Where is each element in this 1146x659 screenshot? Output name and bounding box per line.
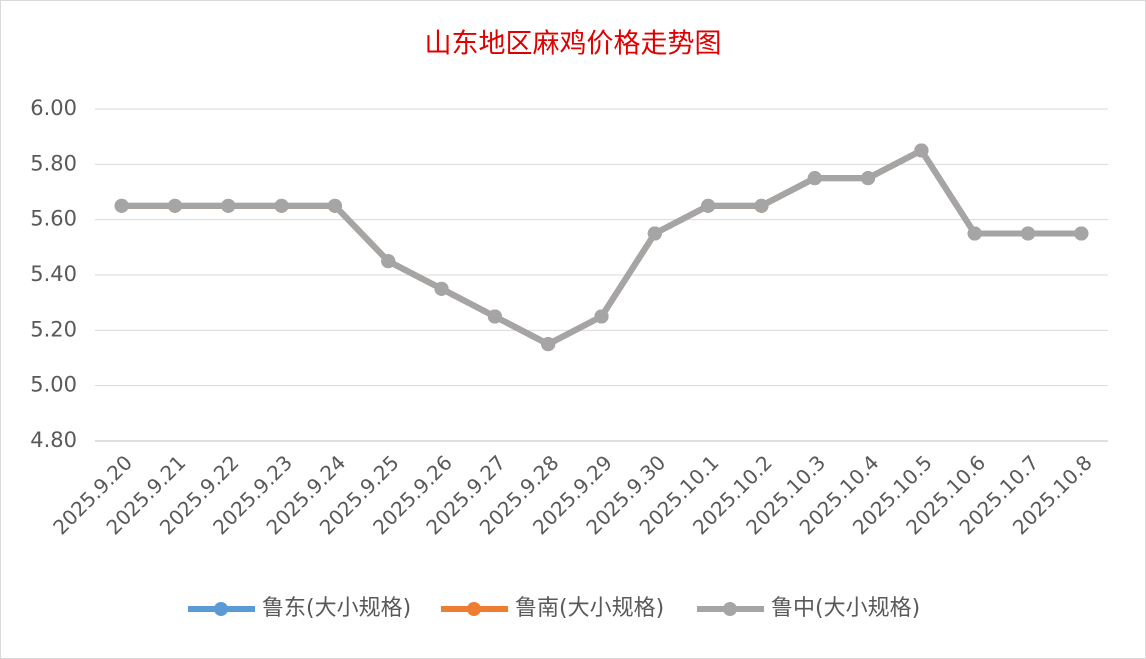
chart-title: 山东地区麻鸡价格走势图 [425,29,722,60]
series-marker [487,309,502,324]
series-marker [1074,226,1089,241]
legend-label: 鲁南(大小规格) [515,596,664,621]
y-tick-label: 5.60 [30,207,77,231]
y-tick-label: 5.20 [30,317,77,341]
series-marker [701,198,716,213]
legend-marker [723,602,737,616]
series-marker [754,198,769,213]
series-marker [114,198,129,213]
legend-marker [214,602,228,616]
series-marker [327,198,342,213]
series-marker [274,198,289,213]
series-marker [381,254,396,269]
series-marker [914,143,929,158]
series-marker [967,226,982,241]
series-marker [541,337,556,352]
series-marker [1021,226,1036,241]
legend-marker [467,602,481,616]
legend-label: 鲁东(大小规格) [262,596,411,621]
y-tick-label: 5.40 [30,262,77,286]
y-tick-label: 6.00 [30,96,77,120]
series-marker [594,309,609,324]
legend-label: 鲁中(大小规格) [771,596,920,621]
series-marker [807,171,822,186]
y-tick-label: 5.00 [30,373,77,397]
y-tick-label: 4.80 [30,428,77,452]
series-marker [167,198,182,213]
y-tick-label: 5.80 [30,151,77,175]
series-marker [861,171,876,186]
series-marker [434,281,449,296]
series-marker [647,226,662,241]
series-marker [221,198,236,213]
